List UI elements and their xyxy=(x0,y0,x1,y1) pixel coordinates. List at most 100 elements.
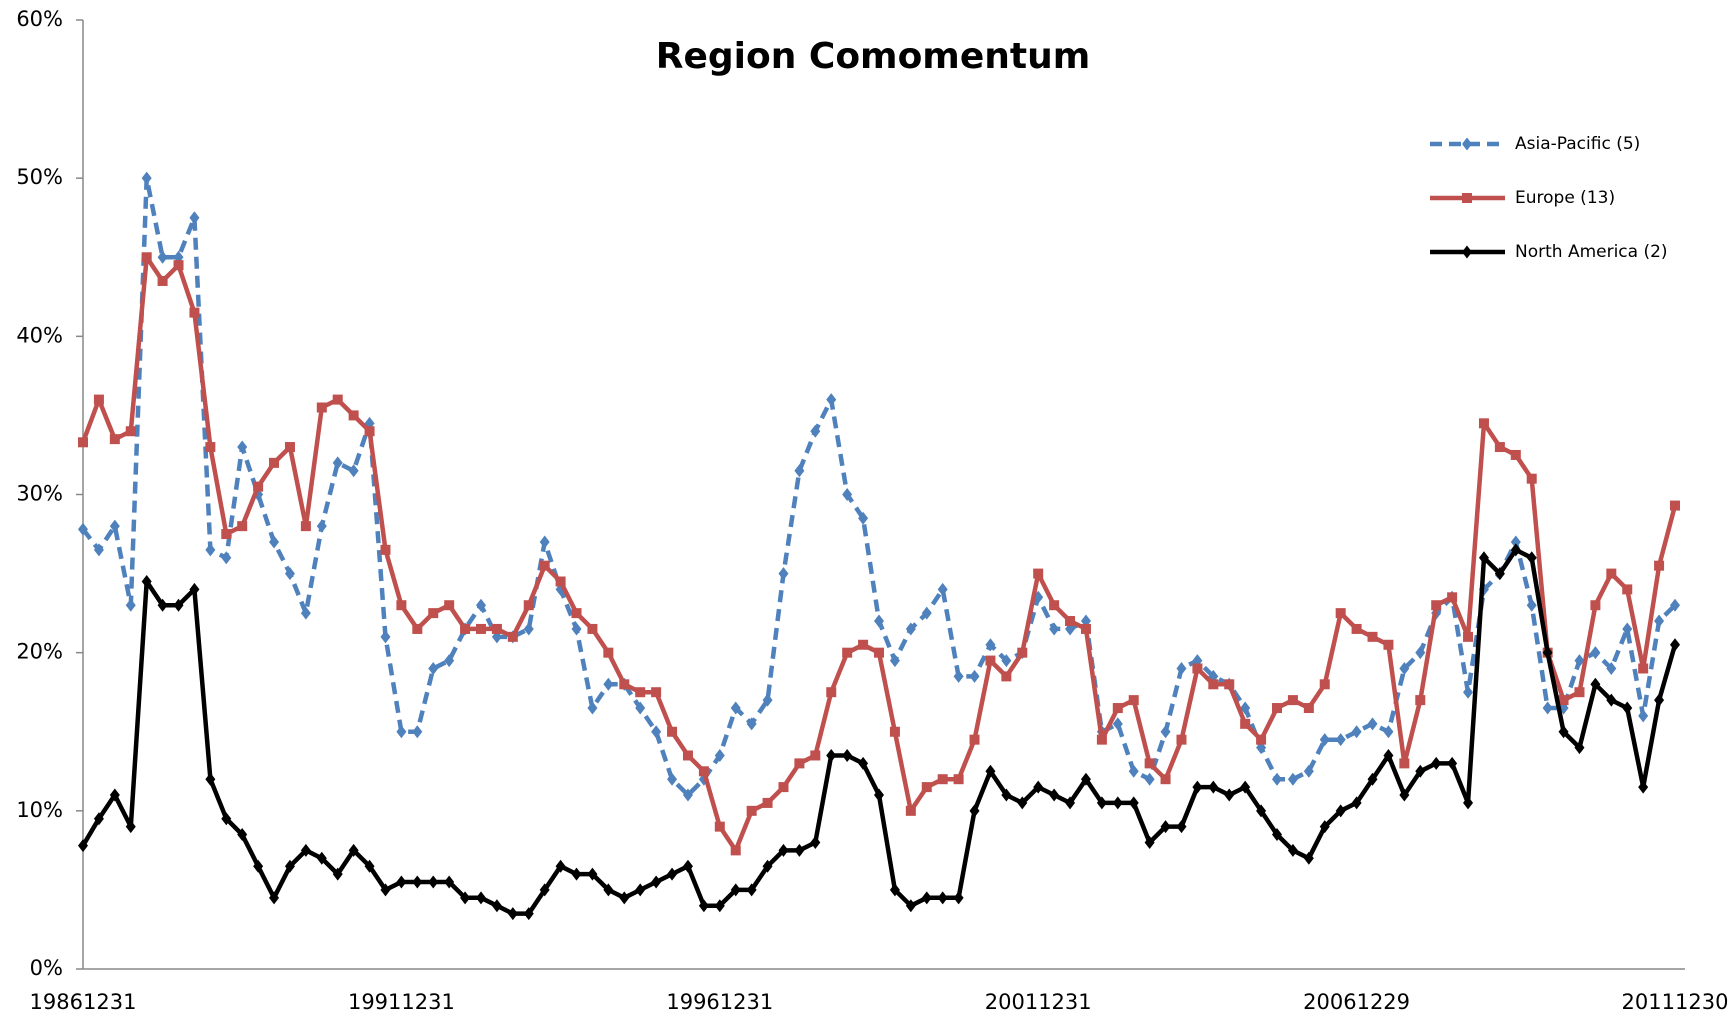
data-point xyxy=(428,661,439,675)
data-point xyxy=(1606,693,1617,707)
data-point xyxy=(874,614,884,628)
data-point xyxy=(587,701,598,715)
data-point xyxy=(651,725,662,739)
data-point xyxy=(794,843,805,857)
y-tick-label: 50% xyxy=(16,165,63,189)
data-point xyxy=(1176,661,1187,675)
data-point xyxy=(205,772,216,786)
data-point xyxy=(937,582,948,596)
data-point xyxy=(635,687,646,698)
data-point xyxy=(1494,442,1505,453)
data-point xyxy=(1399,788,1410,802)
data-point xyxy=(1399,758,1410,769)
data-point xyxy=(348,843,359,857)
legend-marker xyxy=(1462,193,1472,203)
data-point xyxy=(412,875,423,889)
data-point xyxy=(1224,679,1235,690)
data-point xyxy=(667,867,678,881)
data-point xyxy=(905,805,916,816)
data-point xyxy=(523,907,534,921)
data-point xyxy=(109,434,120,445)
data-point xyxy=(1590,677,1601,691)
data-point xyxy=(93,394,104,405)
data-point xyxy=(476,598,486,612)
data-point xyxy=(332,867,343,881)
data-point xyxy=(1096,796,1107,810)
data-point xyxy=(842,647,853,658)
data-point xyxy=(1654,614,1665,628)
data-point xyxy=(428,875,439,889)
data-point xyxy=(1447,756,1458,770)
data-point xyxy=(1001,654,1012,668)
data-point xyxy=(1033,568,1044,579)
data-point xyxy=(1287,695,1298,706)
data-point xyxy=(746,883,757,897)
data-point xyxy=(1017,796,1028,810)
data-point xyxy=(889,726,900,737)
data-point xyxy=(173,260,184,271)
data-point xyxy=(253,859,264,873)
data-point xyxy=(1526,598,1537,612)
data-point xyxy=(953,669,964,683)
data-point xyxy=(603,677,614,691)
data-point xyxy=(1112,796,1123,810)
data-point xyxy=(953,774,964,785)
data-point xyxy=(1272,703,1282,714)
legend-item: Asia-Pacific (5) xyxy=(1430,134,1640,154)
data-point xyxy=(1367,717,1378,731)
data-point xyxy=(889,654,900,668)
data-point xyxy=(1160,774,1171,785)
data-point xyxy=(1033,780,1044,794)
data-point xyxy=(619,679,630,690)
data-point xyxy=(1622,622,1633,636)
data-point xyxy=(714,821,725,832)
data-point xyxy=(428,608,439,619)
data-point xyxy=(921,606,932,620)
data-point xyxy=(1654,693,1665,707)
data-point xyxy=(1558,725,1569,739)
data-point xyxy=(1431,756,1442,770)
data-point xyxy=(1415,695,1426,706)
legend-label: North America (2) xyxy=(1515,242,1668,262)
data-point xyxy=(491,623,502,634)
data-point xyxy=(189,582,200,596)
data-point xyxy=(523,622,534,636)
data-point xyxy=(1128,695,1139,706)
data-point xyxy=(1463,685,1474,699)
data-point xyxy=(316,851,327,865)
data-point xyxy=(826,748,837,762)
data-point xyxy=(269,457,280,468)
data-point xyxy=(348,410,359,421)
data-point xyxy=(1208,679,1219,690)
data-point xyxy=(364,426,375,437)
data-point xyxy=(921,782,932,793)
data-point xyxy=(762,693,773,707)
data-point xyxy=(1351,725,1362,739)
data-point xyxy=(842,748,853,762)
data-point xyxy=(1080,772,1091,786)
data-point xyxy=(762,797,773,808)
data-point xyxy=(221,812,232,826)
x-tick-label: 20011231 xyxy=(985,990,1092,1014)
data-point xyxy=(1144,772,1155,786)
data-point xyxy=(1447,592,1458,603)
data-point xyxy=(714,748,725,762)
data-point xyxy=(1670,638,1680,652)
data-point xyxy=(205,442,216,453)
data-point xyxy=(332,394,343,405)
data-point xyxy=(651,875,662,889)
y-tick-label: 60% xyxy=(16,7,63,31)
data-point xyxy=(1510,449,1521,460)
data-point xyxy=(300,521,311,532)
data-point xyxy=(1415,764,1426,778)
data-point xyxy=(253,481,264,492)
data-point xyxy=(1319,820,1330,834)
data-point xyxy=(1463,631,1474,642)
data-point xyxy=(858,639,869,650)
data-point xyxy=(316,519,327,533)
data-point xyxy=(173,598,184,612)
data-point xyxy=(380,630,391,644)
data-point xyxy=(1256,734,1267,745)
data-point xyxy=(1272,828,1282,842)
